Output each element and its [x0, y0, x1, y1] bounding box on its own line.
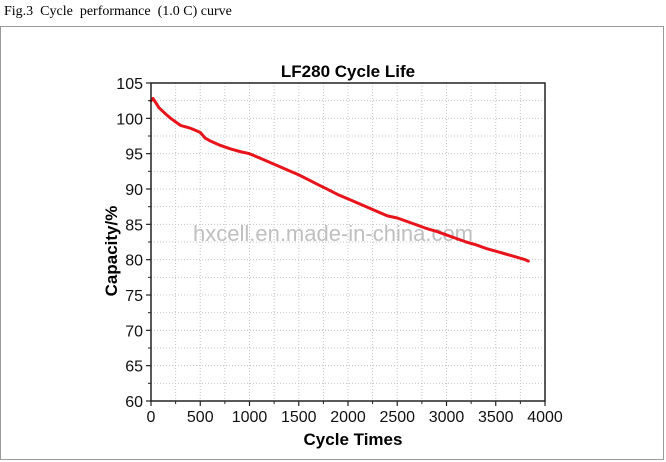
y-tick-label: 95 — [125, 147, 143, 164]
y-tick-label: 60 — [125, 394, 143, 411]
x-tick-label: 2000 — [330, 409, 366, 426]
y-tick-label: 70 — [125, 323, 143, 340]
x-tick-label: 3500 — [478, 409, 514, 426]
chart-title: LF280 Cycle Life — [281, 62, 415, 81]
y-tick-label: 65 — [125, 359, 143, 376]
y-tick-label: 105 — [116, 76, 143, 93]
x-tick-label: 500 — [187, 409, 214, 426]
y-tick-label: 85 — [125, 217, 143, 234]
x-tick-label: 0 — [147, 409, 156, 426]
figure-caption: Fig.3 Cycle performance (1.0 C) curve — [4, 4, 232, 19]
series-layer — [149, 97, 530, 263]
axis-ticks: 0 500 1000 1500 2000 2500 3000 3500 4000 60 65 70 75… — [116, 76, 563, 426]
x-tick-label: 4000 — [527, 409, 563, 426]
x-tick-label: 1000 — [232, 409, 268, 426]
x-tick-label: 2500 — [379, 409, 415, 426]
x-axis-title: Cycle Times — [304, 430, 403, 449]
y-tick-label: 100 — [116, 111, 143, 128]
y-tick-label: 90 — [125, 182, 143, 199]
y-tick-label: 75 — [125, 288, 143, 305]
y-tick-label: 80 — [125, 253, 143, 270]
capacity-series-line — [149, 97, 530, 263]
x-tick-label: 3000 — [429, 409, 465, 426]
watermark: hxcell.en.made-in-china.com — [193, 221, 473, 246]
y-axis-title: Capacity/% — [102, 206, 121, 297]
x-tick-label: 1500 — [281, 409, 317, 426]
figure-frame — [0, 26, 664, 460]
